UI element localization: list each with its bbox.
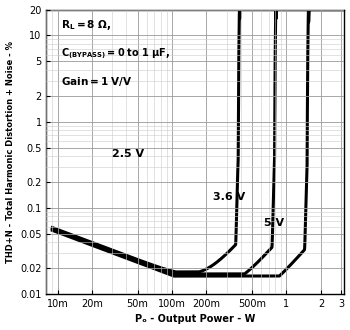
Text: 2.5 V: 2.5 V [112, 149, 144, 159]
Y-axis label: THD+N - Total Harmonic Distortion + Noise - %: THD+N - Total Harmonic Distortion + Nois… [6, 41, 15, 263]
Text: $\mathbf{R_L = 8\ \Omega,}$: $\mathbf{R_L = 8\ \Omega,}$ [61, 18, 111, 32]
Text: $\mathbf{Gain = 1\ V/V}$: $\mathbf{Gain = 1\ V/V}$ [61, 75, 133, 88]
Text: $\mathbf{C_{(BYPASS)} = 0\ to\ 1\ \mu F,}$: $\mathbf{C_{(BYPASS)} = 0\ to\ 1\ \mu F,… [61, 47, 170, 61]
Text: 5 V: 5 V [264, 218, 284, 228]
X-axis label: Pₒ - Output Power - W: Pₒ - Output Power - W [135, 314, 256, 324]
Text: 3.6 V: 3.6 V [213, 192, 245, 202]
